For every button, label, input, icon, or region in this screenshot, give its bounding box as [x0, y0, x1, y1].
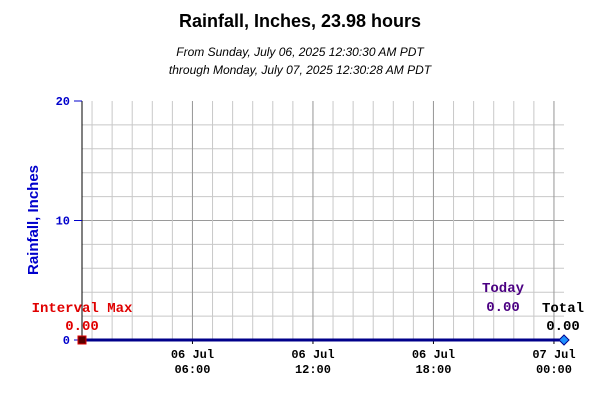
y-tick-label: 0 [63, 334, 70, 348]
today-value: 0.00 [486, 300, 520, 316]
total-value: 0.00 [546, 319, 580, 335]
chart-range-from: From Sunday, July 06, 2025 12:30:30 AM P… [176, 45, 424, 59]
interval-max-label: Interval Max [32, 301, 133, 317]
today-label: Today [482, 281, 525, 297]
x-tick-label-time: 18:00 [415, 363, 451, 377]
x-tick-label-time: 00:00 [536, 363, 572, 377]
x-tick-label-time: 06:00 [174, 363, 210, 377]
chart-range-through: through Monday, July 07, 2025 12:30:28 A… [168, 63, 432, 77]
series [77, 334, 570, 346]
x-tick-label-day: 06 Jul [171, 348, 214, 362]
x-tick-label-time: 12:00 [295, 363, 331, 377]
x-tick-label-day: 06 Jul [291, 348, 334, 362]
x-tick-label-day: 06 Jul [412, 348, 455, 362]
interval-max-value: 0.00 [65, 319, 99, 335]
total-label: Total [542, 301, 584, 317]
grid [82, 101, 564, 340]
chart-title: Rainfall, Inches, 23.98 hours [178, 11, 422, 31]
y-axis-label: Rainfall, Inches [25, 165, 42, 275]
y-tick-label: 10 [56, 215, 70, 229]
x-tick-label-day: 07 Jul [532, 348, 575, 362]
interval-max-marker [77, 335, 87, 345]
total-marker [558, 334, 570, 346]
y-tick-label: 20 [56, 95, 70, 109]
